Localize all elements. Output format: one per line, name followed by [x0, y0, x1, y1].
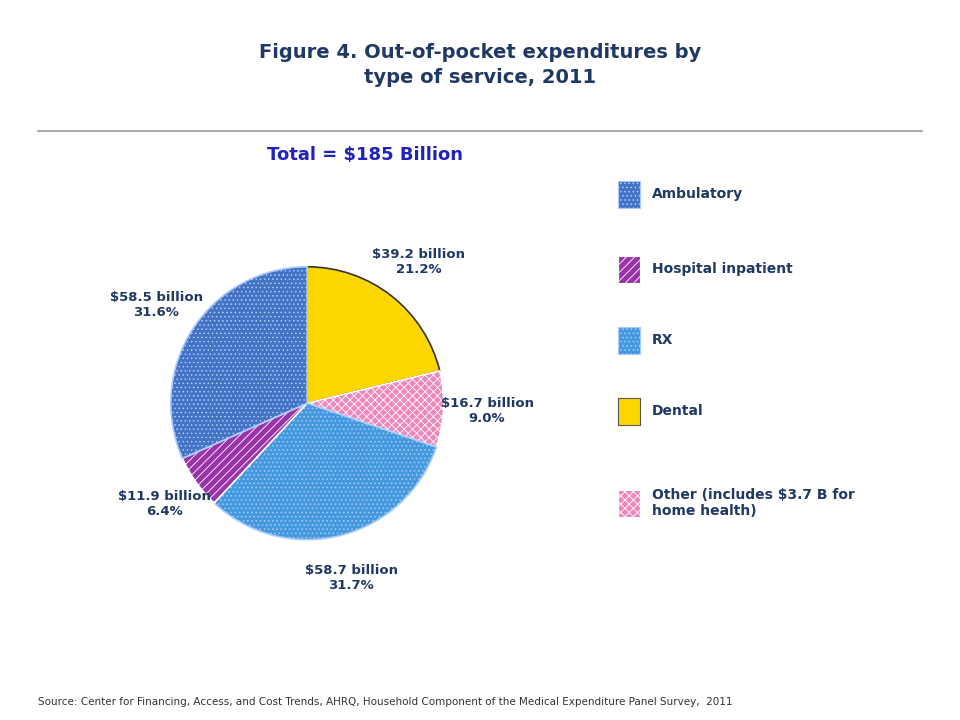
- Text: Source: Center for Financing, Access, and Cost Trends, AHRQ, Household Component: Source: Center for Financing, Access, an…: [38, 697, 732, 707]
- Text: $58.7 billion
31.7%: $58.7 billion 31.7%: [304, 564, 397, 592]
- Bar: [618, 327, 640, 354]
- Text: Ambulatory: Ambulatory: [652, 187, 743, 201]
- Bar: [618, 181, 640, 207]
- Text: $11.9 billion
6.4%: $11.9 billion 6.4%: [118, 490, 211, 518]
- Text: Hospital inpatient: Hospital inpatient: [652, 262, 793, 276]
- Text: Total = $185 Billion: Total = $185 Billion: [267, 145, 463, 163]
- Text: RX: RX: [652, 333, 673, 347]
- Bar: [618, 256, 640, 283]
- Wedge shape: [182, 403, 307, 503]
- Text: Figure 4. Out-of-pocket expenditures by
type of service, 2011: Figure 4. Out-of-pocket expenditures by …: [259, 42, 701, 87]
- Wedge shape: [171, 267, 307, 459]
- Wedge shape: [307, 371, 444, 447]
- Text: $39.2 billion
21.2%: $39.2 billion 21.2%: [372, 248, 465, 276]
- Bar: [618, 397, 640, 425]
- Text: Other (includes $3.7 B for
home health): Other (includes $3.7 B for home health): [652, 488, 854, 518]
- Text: $58.5 billion
31.6%: $58.5 billion 31.6%: [109, 291, 203, 319]
- Text: Dental: Dental: [652, 404, 704, 418]
- Wedge shape: [307, 267, 440, 403]
- Bar: [618, 490, 640, 517]
- Wedge shape: [214, 403, 437, 539]
- Text: $16.7 billion
9.0%: $16.7 billion 9.0%: [441, 397, 534, 425]
